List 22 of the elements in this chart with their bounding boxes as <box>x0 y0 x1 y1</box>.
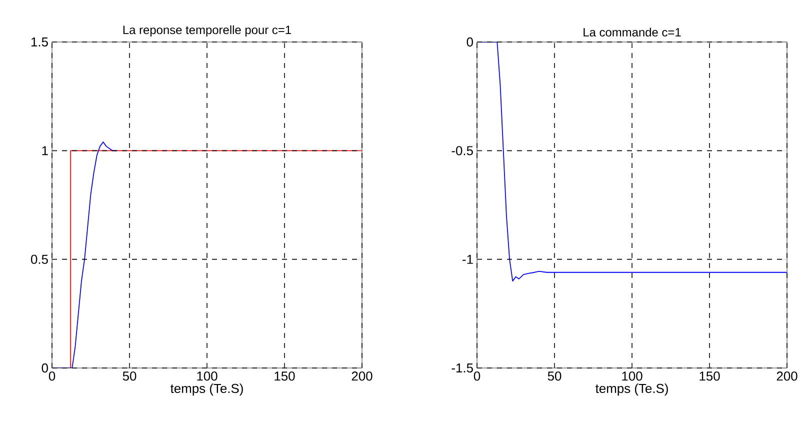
x-tick-label: 50 <box>122 372 136 381</box>
x-tick-label: 200 <box>776 372 798 381</box>
y-tick-label: 1 <box>42 146 48 156</box>
x-tick-label: 0 <box>474 372 480 381</box>
x-tick-label: 100 <box>622 372 642 381</box>
y-tick-label: 0 <box>42 363 48 373</box>
x-axis-title: temps (Te.S) <box>596 384 668 396</box>
y-tick-label: 0 <box>466 37 473 47</box>
y-tick-label: 1.5 <box>31 37 48 47</box>
y-tick-label: -1.5 <box>452 363 473 373</box>
x-axis-title: temps (Te.S) <box>170 384 243 396</box>
y-tick-label: 0.5 <box>30 254 48 264</box>
x-tick-label: 150 <box>700 372 720 381</box>
x-tick-label: 200 <box>352 372 372 381</box>
chart-title: La reponse temporelle pour c=1 <box>123 25 291 36</box>
x-tick-label: 150 <box>274 372 295 381</box>
x-tick-label: 100 <box>197 372 218 381</box>
y-tick-label: -0.5 <box>452 146 473 156</box>
chart-title: La commande c=1 <box>584 28 681 36</box>
x-tick-label: 50 <box>548 372 562 381</box>
y-tick-label: -1 <box>462 254 473 264</box>
x-tick-label: 0 <box>48 372 56 381</box>
